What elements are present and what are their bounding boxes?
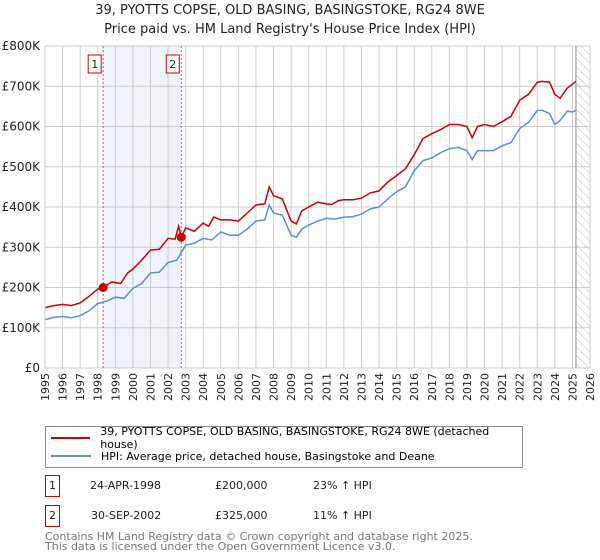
property-series-line — [44, 80, 577, 309]
x-tick-label: 2011 — [320, 373, 333, 401]
x-tick-label: 2021 — [496, 373, 509, 401]
y-tick-label: £0 — [25, 361, 40, 375]
chart-subtitle: Price paid vs. HM Land Registry's House … — [104, 22, 476, 37]
x-tick-label: 2010 — [303, 373, 316, 401]
sale-label: 1 — [91, 58, 98, 71]
footer-licence: This data is licensed under the Open Gov… — [45, 540, 396, 553]
x-tick-label: 2018 — [443, 373, 456, 401]
sale-label-box — [87, 54, 102, 74]
x-tick-label: 2004 — [197, 373, 210, 401]
sale-hpi-diff: 11% ↑ HPI — [313, 509, 372, 522]
x-tick-label: 1995 — [39, 373, 52, 401]
x-tick-label: 2015 — [391, 373, 404, 401]
x-tick-label: 2005 — [215, 373, 228, 401]
sale-price: £325,000 — [215, 509, 268, 522]
footer-copyright: Contains HM Land Registry data © Crown c… — [45, 530, 473, 543]
x-tick-label: 1997 — [74, 373, 87, 401]
y-tick-label: £400K — [2, 200, 42, 214]
legend-label: HPI: Average price, detached house, Basi… — [101, 449, 435, 463]
x-tick-label: 1996 — [57, 373, 70, 401]
x-tick-label: 2019 — [461, 373, 474, 401]
x-tick-label: 2007 — [250, 373, 263, 401]
sale-badge: 1 — [45, 475, 60, 497]
x-tick-label: 2024 — [549, 373, 562, 401]
x-tick-label: 2014 — [373, 373, 386, 401]
sale-label: 2 — [169, 58, 176, 71]
x-tick-label: 2012 — [338, 373, 351, 401]
x-tick-label: 2003 — [180, 373, 193, 401]
x-tick-label: 2025 — [566, 373, 579, 401]
x-tick-label: 2026 — [584, 373, 597, 401]
legend-swatch-blue — [51, 455, 91, 457]
x-tick-label: 1998 — [92, 373, 105, 401]
sale-date: 24-APR-1998 — [90, 479, 162, 492]
sale-label-box — [165, 54, 180, 74]
x-tick-label: 2008 — [268, 373, 281, 401]
x-tick-label: 2020 — [479, 373, 492, 401]
y-tick-label: £700K — [2, 79, 42, 93]
y-tick-label: £500K — [2, 160, 42, 174]
sale-hpi-diff: 23% ↑ HPI — [313, 479, 372, 492]
x-tick-label: 2000 — [127, 373, 140, 401]
sale-point — [98, 283, 108, 292]
x-tick-label: 2009 — [285, 373, 298, 401]
x-tick-label: 2002 — [162, 373, 175, 401]
legend-swatch-red — [51, 437, 91, 439]
legend-item-property: 39, PYOTTS COPSE, OLD BASING, BASINGSTOK… — [51, 425, 522, 451]
y-tick-label: £200K — [2, 281, 42, 295]
chart-title: 39, PYOTTS COPSE, OLD BASING, BASINGSTOK… — [95, 3, 485, 18]
legend: 39, PYOTTS COPSE, OLD BASING, BASINGSTOK… — [45, 425, 523, 468]
legend-item-hpi: HPI: Average price, detached house, Basi… — [51, 448, 435, 464]
x-tick-label: 2022 — [514, 373, 527, 401]
y-tick-label: £600K — [2, 120, 42, 134]
x-tick-label: 2013 — [355, 373, 368, 401]
x-tick-label: 2001 — [144, 373, 157, 401]
price-chart: 1995 1996 1997 1998 1999 2000 2001 2002 2003 2004… — [2, 39, 597, 401]
x-tick-label: 2023 — [531, 373, 544, 401]
sale-point — [176, 232, 186, 242]
y-tick-label: £800K — [2, 39, 42, 53]
sale-price: £200,000 — [215, 479, 268, 492]
x-tick-label: 2017 — [426, 373, 439, 401]
x-tick-label: 2006 — [232, 373, 245, 401]
x-tick-label: 1999 — [109, 373, 122, 401]
hpi-series-line — [44, 109, 577, 321]
y-tick-label: £300K — [2, 240, 42, 254]
x-tick-label: 2016 — [408, 373, 421, 401]
y-tick-label: £100K — [2, 321, 42, 335]
sale-badge: 2 — [45, 505, 60, 527]
legend-label: 39, PYOTTS COPSE, OLD BASING, BASINGSTOK… — [100, 425, 490, 451]
sale-date: 30-SEP-2002 — [91, 509, 162, 522]
